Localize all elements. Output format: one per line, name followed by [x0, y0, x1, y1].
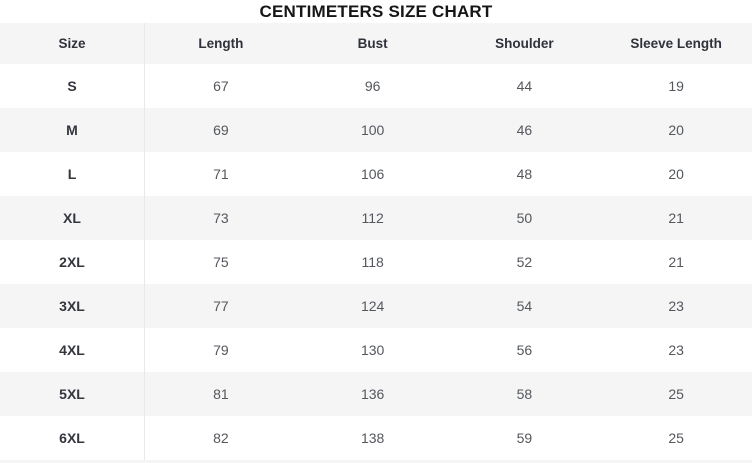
table-row: S 67 96 44 19 — [0, 64, 752, 108]
bust-cell: 100 — [360, 122, 385, 138]
table-row: M 69 100 46 20 — [0, 108, 752, 152]
bottom-stripe-divider — [0, 460, 752, 463]
shoulder-cell: 59 — [516, 430, 533, 446]
bust-cell: 96 — [364, 78, 381, 94]
sleeve-length-cell: 19 — [668, 78, 684, 94]
column-header-sleeve-length: Sleeve Length — [630, 36, 722, 51]
shoulder-cell: 56 — [516, 342, 533, 358]
size-cell: XL — [0, 196, 145, 240]
shoulder-cell: 58 — [516, 386, 533, 402]
column-header-shoulder: Shoulder — [495, 36, 554, 51]
size-chart-table: Size Length Bust Shoulder Sleeve Length … — [0, 23, 752, 463]
length-cell: 69 — [213, 122, 229, 138]
bust-cell: 106 — [360, 166, 385, 182]
table-row: 4XL 79 130 56 23 — [0, 328, 752, 372]
bust-cell: 124 — [360, 298, 385, 314]
column-header-length: Length — [198, 36, 244, 51]
size-cell: L — [0, 152, 145, 196]
table-row: 5XL 81 136 58 25 — [0, 372, 752, 416]
shoulder-cell: 48 — [516, 166, 533, 182]
shoulder-cell: 54 — [516, 298, 533, 314]
length-cell: 79 — [213, 342, 229, 358]
bust-cell: 138 — [360, 430, 385, 446]
size-cell: 6XL — [0, 416, 145, 460]
size-cell: 5XL — [0, 372, 145, 416]
bust-cell: 118 — [361, 254, 384, 270]
sleeve-length-cell: 20 — [668, 166, 684, 182]
page-title: CENTIMETERS SIZE CHART — [259, 1, 493, 21]
sleeve-length-cell: 21 — [668, 254, 684, 270]
table-row: 3XL 77 124 54 23 — [0, 284, 752, 328]
bust-cell: 136 — [360, 386, 385, 402]
table-row: 2XL 75 118 52 21 — [0, 240, 752, 284]
length-cell: 73 — [213, 210, 229, 226]
size-cell: 2XL — [0, 240, 145, 284]
sleeve-length-cell: 20 — [668, 122, 684, 138]
length-cell: 82 — [213, 430, 229, 446]
bust-cell: 112 — [361, 210, 384, 226]
table-row: L 71 106 48 20 — [0, 152, 752, 196]
size-cell: 4XL — [0, 328, 145, 372]
sleeve-length-cell: 23 — [668, 342, 684, 358]
sleeve-length-cell: 25 — [668, 386, 684, 402]
column-header-bust: Bust — [357, 36, 388, 51]
length-cell: 67 — [213, 78, 229, 94]
shoulder-cell: 44 — [516, 78, 533, 94]
bust-cell: 130 — [360, 342, 385, 358]
sleeve-length-cell: 21 — [668, 210, 684, 226]
size-cell: 3XL — [0, 284, 145, 328]
sleeve-length-cell: 23 — [668, 298, 684, 314]
length-cell: 71 — [213, 166, 229, 182]
table-row: XL 73 112 50 21 — [0, 196, 752, 240]
length-cell: 81 — [213, 386, 229, 402]
shoulder-cell: 46 — [516, 122, 533, 138]
column-header-size: Size — [0, 23, 145, 64]
shoulder-cell: 50 — [516, 210, 533, 226]
length-cell: 75 — [213, 254, 229, 270]
sleeve-length-cell: 25 — [668, 430, 684, 446]
shoulder-cell: 52 — [516, 254, 533, 270]
table-header-row: Size Length Bust Shoulder Sleeve Length — [0, 23, 752, 64]
size-cell: S — [0, 64, 145, 108]
size-cell: M — [0, 108, 145, 152]
length-cell: 77 — [213, 298, 229, 314]
table-row: 6XL 82 138 59 25 — [0, 416, 752, 460]
